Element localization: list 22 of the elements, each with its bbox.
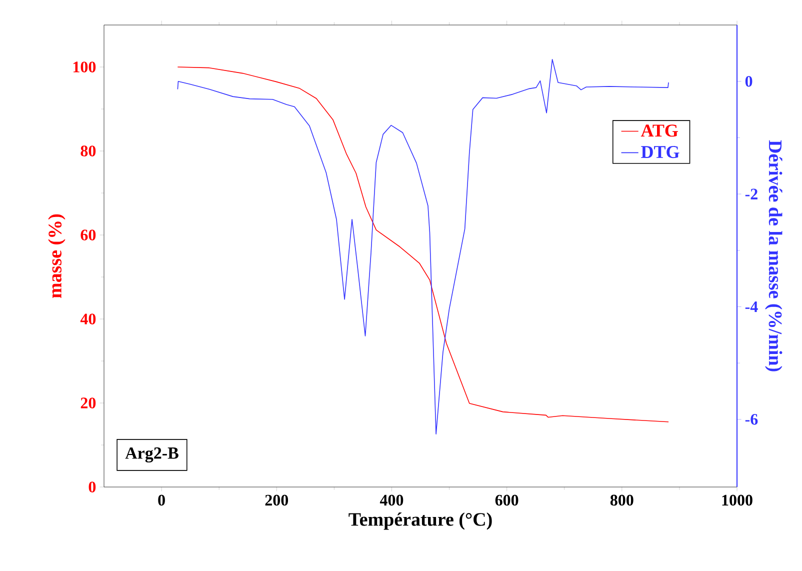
y-tick-label: 0 [88, 482, 96, 492]
annotation: Arg2-B [125, 447, 178, 462]
y2-tick-label: -4 [745, 301, 758, 312]
legend-label: ATG [640, 124, 678, 137]
x-tick-label: 400 [380, 494, 404, 506]
y-tick-label: 40 [80, 314, 96, 324]
y-tick-label: 100 [73, 62, 96, 72]
y-tick-label: 20 [80, 398, 96, 408]
x-axis-title: Température (°C) [348, 512, 492, 530]
x-tick-label: 0 [158, 494, 165, 506]
y2-tick-label: 0 [745, 76, 752, 87]
y-tick-label: 80 [80, 146, 96, 156]
y2-axis-title: Dérivée de la masse (%/min) [765, 140, 782, 372]
y2-tick-label: -6 [745, 414, 758, 425]
y-tick-label: 60 [80, 230, 96, 240]
x-tick-label: 1000 [722, 494, 752, 506]
legend-label: DTG [641, 146, 680, 158]
x-tick-label: 800 [610, 494, 634, 506]
y2-tick-label: -2 [745, 188, 758, 200]
x-tick-label: 200 [265, 494, 288, 506]
x-tick-label: 600 [495, 494, 518, 506]
y-axis-title: masse (%) [48, 214, 66, 298]
